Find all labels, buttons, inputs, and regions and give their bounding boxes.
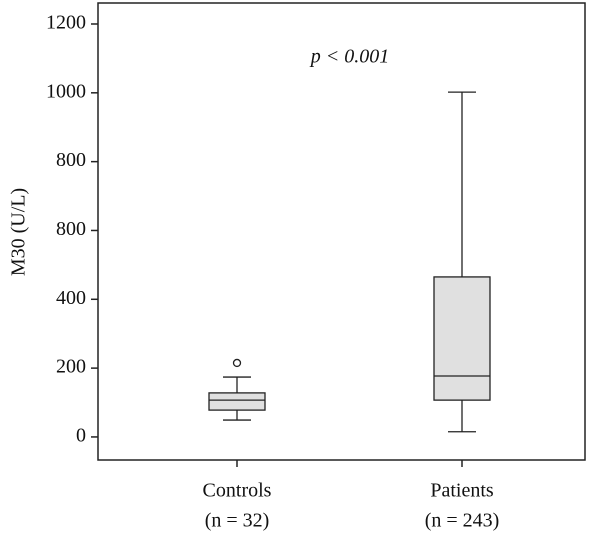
box: [208, 392, 266, 411]
annotation: p < 0.001: [309, 46, 390, 68]
box: [433, 276, 491, 401]
plot-frame: [97, 2, 586, 461]
y-tick-label: 0: [76, 425, 86, 447]
y-tick-label: 800: [56, 149, 86, 171]
outlier: [232, 358, 242, 368]
y-tick-label: 400: [56, 287, 86, 309]
x-tick-label: Patients: [430, 480, 494, 502]
y-tick-label: 1200: [46, 12, 86, 34]
y-axis-label: M30 (U/L): [8, 188, 30, 276]
y-tick-label: 800: [56, 218, 86, 240]
x-tick-label: Controls: [203, 480, 272, 502]
y-tick-label: 200: [56, 356, 86, 378]
x-tick-note: (n = 243): [425, 510, 500, 532]
y-tick-label: 1000: [46, 80, 86, 102]
x-tick-note: (n = 32): [205, 510, 270, 532]
